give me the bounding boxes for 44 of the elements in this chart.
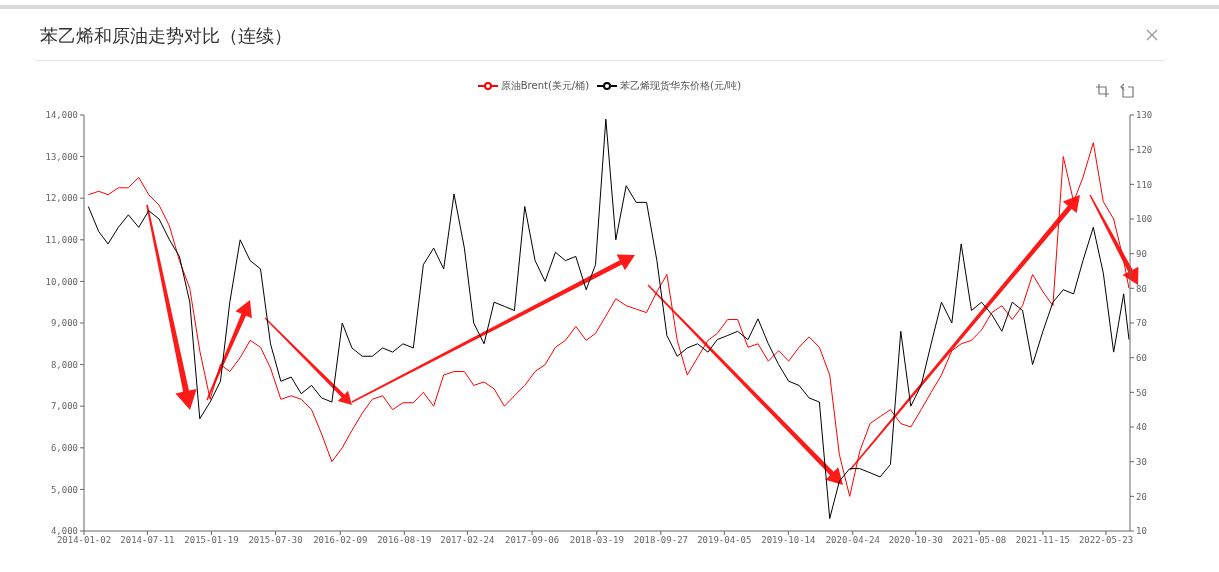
y-tick-label: 11,000 xyxy=(45,235,78,245)
y2-tick-label: 70 xyxy=(1136,318,1147,329)
x-tick-label: 2017-02-24 xyxy=(440,535,495,546)
x-tick-label: 2018-09-27 xyxy=(633,535,688,546)
x-tick-label: 2020-04-24 xyxy=(825,535,880,546)
x-tick-label: 2022-05-23 xyxy=(1078,535,1134,546)
y2-tick-label: 20 xyxy=(1136,491,1147,502)
y2-tick-label: 30 xyxy=(1136,456,1147,467)
x-tick-label: 2019-04-05 xyxy=(697,535,752,546)
x-tick-label: 2016-02-09 xyxy=(313,535,368,546)
x-tick-label: 2017-09-06 xyxy=(505,535,560,546)
x-tick-label: 2021-11-15 xyxy=(1015,535,1071,546)
x-tick-label: 2019-10-14 xyxy=(761,535,816,546)
y2-tick-label: 40 xyxy=(1136,422,1147,433)
y2-tick-label: 80 xyxy=(1136,283,1147,294)
y-tick-label: 14,000 xyxy=(45,110,78,121)
y-tick-label: 12,000 xyxy=(45,193,78,204)
x-tick-label: 2020-10-30 xyxy=(888,535,943,546)
chart-title: 苯乙烯和原油走势对比（连续） xyxy=(40,24,292,48)
x-tick-label: 2021-05-08 xyxy=(952,535,1007,546)
legend-label: 苯乙烯现货华东价格(元/吨) xyxy=(620,79,742,93)
y-tick-label: 5,000 xyxy=(50,484,78,495)
x-tick-label: 2015-07-30 xyxy=(248,535,303,546)
y2-tick-label: 10 xyxy=(1136,526,1147,537)
y2-tick-label: 110 xyxy=(1136,179,1153,190)
y-tick-label: 4,000 xyxy=(50,526,78,537)
y-tick-label: 7,000 xyxy=(50,401,78,412)
y2-tick-label: 130 xyxy=(1136,110,1153,121)
y-tick-label: 6,000 xyxy=(50,442,78,453)
y2-tick-label: 60 xyxy=(1136,352,1147,363)
y2-tick-label: 100 xyxy=(1136,214,1153,225)
legend-label: 原油Brent(美元/桶) xyxy=(500,79,590,93)
y-tick-label: 8,000 xyxy=(50,359,78,370)
y-tick-label: 9,000 xyxy=(50,318,78,329)
y2-tick-label: 90 xyxy=(1136,248,1147,259)
x-tick-label: 2016-08-19 xyxy=(377,535,432,546)
y-tick-label: 13,000 xyxy=(45,151,78,162)
y2-tick-label: 50 xyxy=(1136,387,1147,398)
y-tick-label: 10,000 xyxy=(45,276,78,287)
x-tick-label: 2015-01-19 xyxy=(184,535,239,546)
x-tick-label: 2014-01-02 xyxy=(56,535,112,546)
x-tick-label: 2014-07-11 xyxy=(120,535,175,546)
y2-tick-label: 120 xyxy=(1136,144,1153,155)
x-tick-label: 2018-03-19 xyxy=(569,535,624,546)
